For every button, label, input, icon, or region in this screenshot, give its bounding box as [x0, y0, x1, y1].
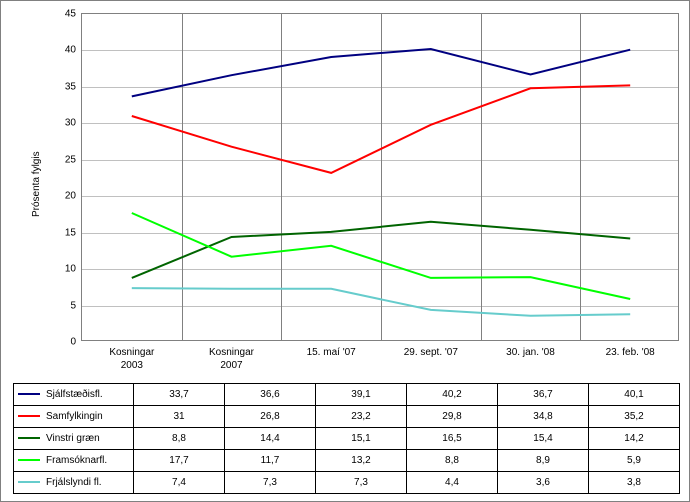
table-row: Samfylkingin 3126,823,229,834,835,2	[14, 406, 680, 428]
category-label: Kosningar2003	[82, 340, 182, 380]
table-cell: 29,8	[407, 406, 498, 428]
series-line	[132, 49, 630, 96]
legend-swatch	[18, 393, 40, 395]
category-label: 29. sept. '07	[381, 340, 481, 380]
y-tick-label: 20	[65, 191, 82, 202]
series-legend-cell: Samfylkingin	[14, 406, 134, 428]
table-cell: 5,9	[589, 450, 680, 472]
series-line	[132, 222, 630, 278]
y-tick-label: 0	[70, 337, 82, 348]
legend-swatch	[18, 415, 40, 417]
table-cell: 39,1	[316, 384, 407, 406]
table-cell: 13,2	[316, 450, 407, 472]
category-label: 30. jan. '08	[481, 340, 581, 380]
table-cell: 31	[134, 406, 225, 428]
table-cell: 15,1	[316, 428, 407, 450]
table-cell: 8,8	[134, 428, 225, 450]
table-cell: 7,3	[225, 472, 316, 494]
table-cell: 11,7	[225, 450, 316, 472]
series-name: Framsóknarfl.	[46, 455, 107, 466]
y-tick-label: 35	[65, 81, 82, 92]
table-cell: 3,8	[589, 472, 680, 494]
y-tick-label: 5	[70, 300, 82, 311]
category-label: 15. maí '07	[281, 340, 381, 380]
table-cell: 35,2	[589, 406, 680, 428]
table-cell: 14,4	[225, 428, 316, 450]
table-cell: 40,1	[589, 384, 680, 406]
table-cell: 14,2	[589, 428, 680, 450]
y-tick-label: 15	[65, 227, 82, 238]
plot-area: 051015202530354045Kosningar2003Kosningar…	[81, 13, 679, 341]
chart-frame: 0 5 10 15 20 25 30 35 40 45 Kosningar2003Kosningar…	[0, 0, 690, 502]
series-canvas	[82, 14, 680, 342]
table-row: Vinstri græn 8,814,415,116,515,414,2	[14, 428, 680, 450]
series-line	[132, 288, 630, 316]
table-cell: 4,4	[407, 472, 498, 494]
table-cell: 7,3	[316, 472, 407, 494]
table-cell: 36,7	[498, 384, 589, 406]
legend-swatch	[18, 481, 40, 483]
y-tick-label: 30	[65, 118, 82, 129]
category-label: 23. feb. '08	[580, 340, 680, 380]
table-row: Framsóknarfl. 17,711,713,28,88,95,9	[14, 450, 680, 472]
category-label: Kosningar2007	[182, 340, 282, 380]
table-row: Frjálslyndi fl.7,47,37,34,43,63,8	[14, 472, 680, 494]
table-cell: 3,6	[498, 472, 589, 494]
table-cell: 16,5	[407, 428, 498, 450]
table-cell: 34,8	[498, 406, 589, 428]
table-cell: 17,7	[134, 450, 225, 472]
table-cell: 23,2	[316, 406, 407, 428]
series-name: Vinstri græn	[46, 433, 100, 444]
y-tick-label: 40	[65, 45, 82, 56]
series-legend-cell: Vinstri græn	[14, 428, 134, 450]
legend-swatch	[18, 437, 40, 439]
y-tick-label: 25	[65, 154, 82, 165]
table-cell: 26,8	[225, 406, 316, 428]
series-name: Samfylkingin	[46, 411, 103, 422]
series-name: Sjálfstæðisfl.	[46, 389, 103, 400]
table-cell: 40,2	[407, 384, 498, 406]
series-legend-cell: Framsóknarfl.	[14, 450, 134, 472]
y-tick-label: 45	[65, 9, 82, 20]
series-name: Frjálslyndi fl.	[46, 477, 102, 488]
y-tick-label: 10	[65, 264, 82, 275]
table-cell: 15,4	[498, 428, 589, 450]
legend-swatch	[18, 459, 40, 461]
table-cell: 33,7	[134, 384, 225, 406]
y-axis-label: Prósenta fylgis	[31, 151, 42, 217]
series-legend-cell: Frjálslyndi fl.	[14, 472, 134, 494]
table-cell: 8,9	[498, 450, 589, 472]
data-table: Sjálfstæðisfl.33,736,639,140,236,740,1Sa…	[13, 383, 680, 494]
table-row: Sjálfstæðisfl. 33,736,639,140,236,740,1	[14, 384, 680, 406]
series-legend-cell: Sjálfstæðisfl.	[14, 384, 134, 406]
table-cell: 8,8	[407, 450, 498, 472]
series-line	[132, 85, 630, 172]
table-cell: 7,4	[134, 472, 225, 494]
table-cell: 36,6	[225, 384, 316, 406]
